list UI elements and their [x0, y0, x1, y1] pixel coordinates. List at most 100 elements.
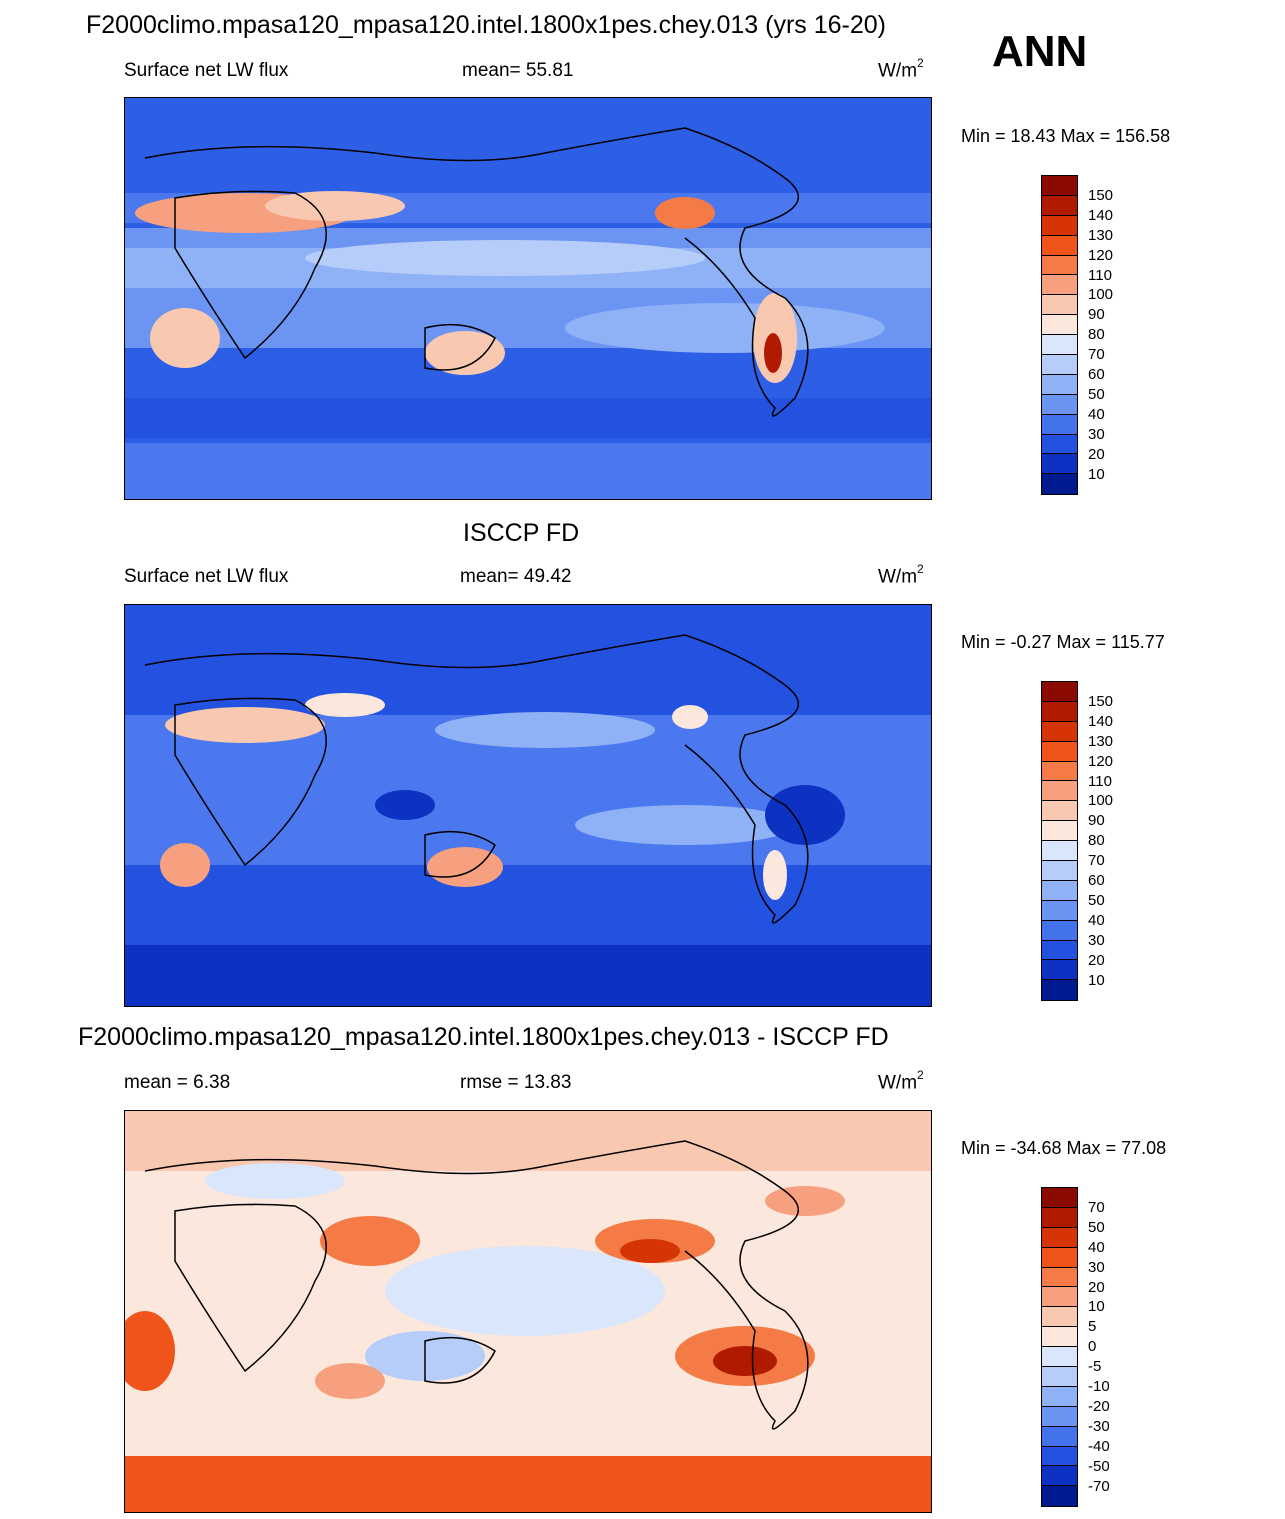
colorbar-swatch — [1042, 176, 1077, 196]
colorbar-tick-label: -70 — [1088, 1477, 1110, 1495]
colorbar-swatch — [1042, 295, 1077, 316]
colorbar-swatch — [1042, 861, 1077, 881]
colorbar-tick-label: 40 — [1088, 1238, 1105, 1256]
panel-obs-left-label: Surface net LW flux — [124, 566, 289, 587]
colorbar-swatch — [1042, 235, 1077, 256]
colorbar-swatch — [1042, 781, 1077, 802]
colorbar-swatch — [1042, 980, 1077, 1001]
colorbar-swatch — [1042, 394, 1077, 415]
colorbar-tick-label: -5 — [1088, 1358, 1102, 1376]
colorbar-swatch — [1042, 374, 1077, 395]
colorbar-swatch — [1042, 1207, 1077, 1228]
colorbar-tick-label: 10 — [1088, 971, 1105, 989]
colorbar-swatch — [1042, 434, 1077, 455]
colorbar-swatch — [1042, 960, 1077, 981]
colorbar-tick-label: 10 — [1088, 1298, 1105, 1316]
colorbar-swatch — [1042, 1386, 1077, 1407]
colorbar-swatch — [1042, 900, 1077, 921]
colorbar-tick-label: 60 — [1088, 366, 1105, 383]
colorbar-tick-label: -50 — [1088, 1457, 1110, 1475]
colorbar-tick-label: 40 — [1088, 911, 1105, 929]
colorbar-tick-label: 130 — [1088, 732, 1114, 750]
colorbar-swatch — [1042, 940, 1077, 961]
colorbar-tick-label: 20 — [1088, 1278, 1105, 1296]
colorbar-tick-label: 80 — [1088, 326, 1105, 344]
colorbar-swatch — [1042, 1307, 1077, 1328]
colorbar-tick-label: 70 — [1088, 1198, 1105, 1216]
panel-obs-mean-label: mean= 49.42 — [460, 566, 572, 587]
colorbar-swatch — [1042, 721, 1077, 742]
colorbar-swatch — [1042, 701, 1077, 722]
colorbar-tick-label: -20 — [1088, 1397, 1110, 1415]
colorbar-swatch — [1042, 1347, 1077, 1368]
colorbar-tick-label: 5 — [1088, 1318, 1097, 1336]
colorbar-swatch — [1042, 1486, 1077, 1507]
colorbar-tick-label: -30 — [1088, 1417, 1110, 1435]
colorbar-tick-label: 20 — [1088, 445, 1105, 463]
colorbar-tick-label: 40 — [1088, 405, 1105, 423]
colorbar-swatch — [1042, 1446, 1077, 1467]
colorbar-swatch — [1042, 741, 1077, 762]
colorbar-swatch — [1042, 1406, 1077, 1427]
colorbar-swatch — [1042, 255, 1077, 276]
panel-model-left-label: Surface net LW flux — [124, 60, 289, 81]
panel-model-map — [124, 97, 932, 500]
colorbar-swatch — [1042, 1466, 1077, 1487]
colorbar-tick-label: 10 — [1088, 465, 1105, 483]
colorbar-tick-label: 0 — [1088, 1338, 1097, 1356]
colorbar-swatch — [1042, 920, 1077, 941]
colorbar-tick-label: 60 — [1088, 872, 1105, 889]
panel-model-unit: W/m2 — [878, 56, 924, 82]
colorbar-tick-label: -10 — [1088, 1378, 1110, 1395]
panel-diff-colorbar — [1041, 1187, 1078, 1508]
colorbar-swatch — [1042, 1188, 1077, 1208]
colorbar-swatch — [1042, 841, 1077, 862]
colorbar-tick-label: 120 — [1088, 246, 1114, 264]
colorbar-tick-label: 100 — [1088, 286, 1114, 304]
colorbar-swatch — [1042, 1247, 1077, 1268]
colorbar-swatch — [1042, 1227, 1077, 1248]
panel-diff-map — [124, 1110, 932, 1513]
panel-diff-map-svg — [125, 1111, 931, 1512]
colorbar-swatch — [1042, 474, 1077, 495]
panel-diff-mean-label: mean = 6.38 — [124, 1072, 231, 1093]
colorbar-swatch — [1042, 682, 1077, 702]
colorbar-tick-label: 70 — [1088, 346, 1105, 364]
season-label: ANN — [992, 27, 1088, 76]
colorbar-tick-label: 90 — [1088, 812, 1105, 830]
colorbar-tick-label: 50 — [1088, 385, 1105, 403]
colorbar-tick-label: 120 — [1088, 752, 1114, 770]
colorbar-tick-label: 70 — [1088, 852, 1105, 870]
colorbar-tick-label: 50 — [1088, 891, 1105, 909]
colorbar-swatch — [1042, 1367, 1077, 1387]
colorbar-swatch — [1042, 454, 1077, 475]
panel-model-colorbar — [1041, 175, 1078, 496]
panel-model-map-svg — [125, 98, 931, 499]
colorbar-tick-label: 150 — [1088, 186, 1114, 204]
main-title: F2000climo.mpasa120_mpasa120.intel.1800x… — [86, 11, 887, 39]
colorbar-swatch — [1042, 355, 1077, 375]
colorbar-swatch — [1042, 414, 1077, 435]
panel-obs-map — [124, 604, 932, 1007]
colorbar-swatch — [1042, 821, 1077, 842]
panel-diff-rmse-label: rmse = 13.83 — [460, 1072, 572, 1093]
colorbar-tick-label: 100 — [1088, 792, 1114, 810]
colorbar-tick-label: 80 — [1088, 832, 1105, 850]
colorbar-swatch — [1042, 275, 1077, 296]
colorbar-tick-label: 30 — [1088, 931, 1105, 949]
colorbar-swatch — [1042, 335, 1077, 356]
panel-diff-minmax: Min = -34.68 Max = 77.08 — [961, 1138, 1167, 1158]
colorbar-tick-label: 30 — [1088, 1258, 1105, 1276]
panel-model-mean-label: mean= 55.81 — [462, 60, 574, 81]
colorbar-tick-label: 150 — [1088, 692, 1114, 710]
colorbar-swatch — [1042, 1327, 1077, 1348]
colorbar-tick-label: 30 — [1088, 425, 1105, 443]
colorbar-swatch — [1042, 1426, 1077, 1447]
panel-obs-unit: W/m2 — [878, 562, 924, 588]
panel-obs-map-svg — [125, 605, 931, 1006]
colorbar-swatch — [1042, 761, 1077, 782]
colorbar-swatch — [1042, 215, 1077, 236]
panel-diff-title: F2000climo.mpasa120_mpasa120.intel.1800x… — [78, 1023, 889, 1051]
panel-model-minmax: Min = 18.43 Max = 156.58 — [961, 126, 1171, 146]
panel-obs-minmax: Min = -0.27 Max = 115.77 — [961, 632, 1165, 652]
